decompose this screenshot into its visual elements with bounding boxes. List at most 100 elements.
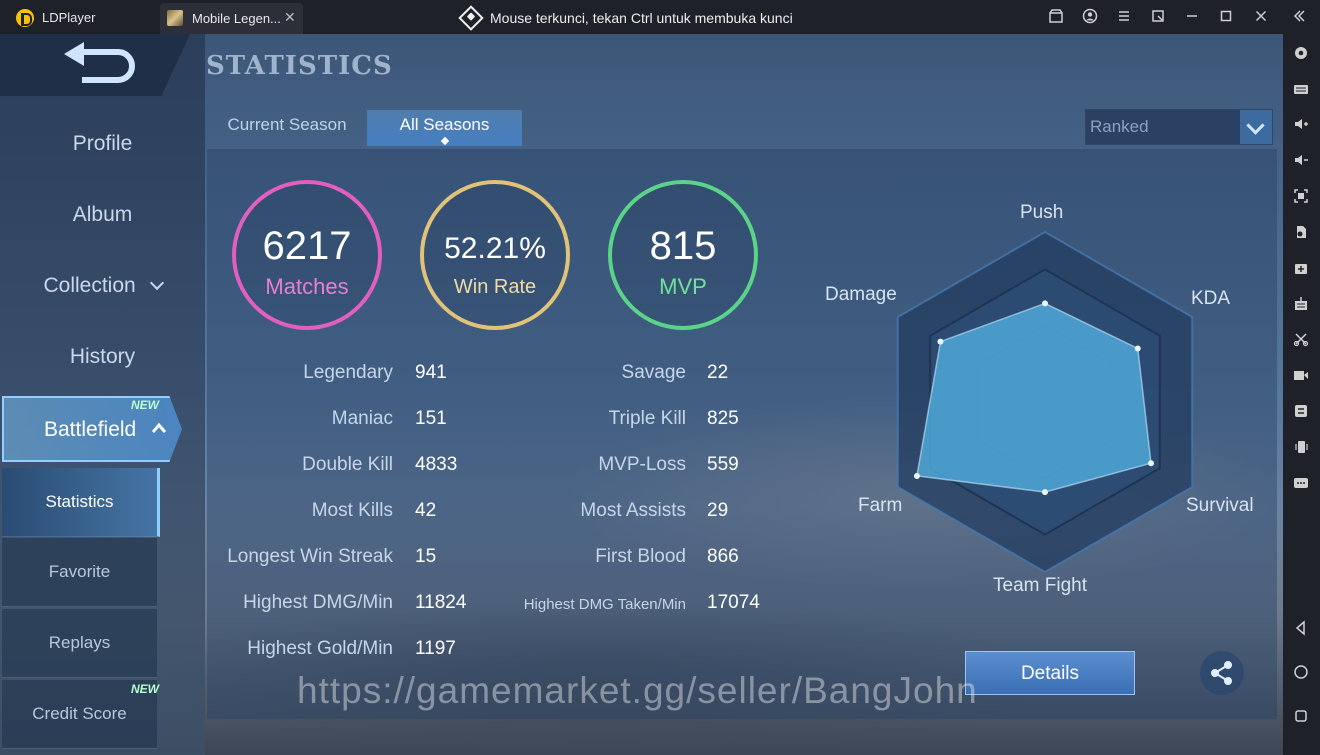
back-icon[interactable] xyxy=(1292,620,1310,638)
sub-nav-statistics-label: Statistics xyxy=(45,492,114,511)
menu-icon[interactable] xyxy=(1115,8,1133,26)
home-icon[interactable] xyxy=(1292,664,1310,682)
nav-profile[interactable]: Profile xyxy=(72,132,133,155)
stat-label: Most Kills xyxy=(311,500,393,521)
keyboard-icon[interactable] xyxy=(1292,81,1310,99)
maximize-icon[interactable] xyxy=(1217,8,1235,26)
sub-nav-statistics[interactable]: Statistics xyxy=(2,468,160,537)
new-badge: NEW xyxy=(131,682,159,696)
multi-instance-icon[interactable] xyxy=(1292,260,1310,278)
stat-value: 22 xyxy=(707,362,729,383)
game-tab-icon xyxy=(167,10,183,26)
watermark-text: https://gamemarket.gg/seller/BangJohn xyxy=(297,670,978,711)
settings-icon[interactable] xyxy=(1292,45,1310,63)
sub-nav-favorite[interactable]: Favorite xyxy=(2,538,157,607)
mouse-lock-text: Mouse terkunci, tekan Ctrl untuk membuka… xyxy=(490,10,793,26)
account-icon[interactable] xyxy=(1081,8,1099,26)
sub-nav-credit-score[interactable]: Credit Score xyxy=(2,680,157,749)
stat-value: 15 xyxy=(415,546,437,567)
stat-value: 11824 xyxy=(415,592,467,613)
sub-nav-credit-score-label: Credit Score xyxy=(32,704,127,723)
radar-point-farm xyxy=(913,472,920,479)
game-screen: Profile Album Collection History Battlef… xyxy=(0,34,1283,755)
shake-icon[interactable] xyxy=(1292,439,1310,457)
chevron-down-icon xyxy=(149,275,164,291)
radar-point-survival xyxy=(1148,460,1155,467)
details-button[interactable]: Details xyxy=(965,651,1135,695)
add-apk-icon[interactable] xyxy=(1292,224,1310,242)
recents-icon[interactable] xyxy=(1292,708,1310,726)
nav-battlefield[interactable]: Battlefield xyxy=(2,396,182,462)
restore-icon[interactable] xyxy=(1149,8,1167,26)
matches-value: 6217 xyxy=(262,224,352,268)
tab-all-seasons[interactable]: All Seasons xyxy=(367,110,522,146)
stat-label: Highest Gold/Min xyxy=(247,638,393,659)
nav-battlefield-label: Battlefield xyxy=(44,418,137,441)
collapse-icon[interactable] xyxy=(1290,8,1308,26)
volume-up-icon[interactable] xyxy=(1292,116,1310,134)
radar-point-push xyxy=(1042,300,1048,307)
game-tab[interactable]: Mobile Legen... ✕ xyxy=(160,3,303,34)
mvp-label: MVP xyxy=(659,274,707,299)
radar-label-kda: KDA xyxy=(1191,288,1231,309)
radar-label-team-fight: Team Fight xyxy=(993,575,1087,596)
stat-label: Double Kill xyxy=(302,454,393,475)
emulator-titlebar: LDPlayer Mobile Legen... ✕ Mouse terkunc… xyxy=(0,0,1320,34)
radar-point-team-fight xyxy=(1042,489,1048,496)
background-mountains xyxy=(150,594,1050,755)
left-nav-panel: Profile Album Collection History Battlef… xyxy=(0,34,205,755)
sync-icon[interactable] xyxy=(1292,403,1310,421)
mvp-value: 815 xyxy=(649,224,717,268)
video-record-icon[interactable] xyxy=(1292,367,1310,385)
stat-value: 29 xyxy=(707,500,729,521)
share-button[interactable] xyxy=(1200,651,1244,695)
new-badge: NEW xyxy=(131,398,159,412)
stat-label: Highest DMG/Min xyxy=(243,592,393,613)
radar-point-damage xyxy=(937,338,944,345)
stat-label: Longest Win Streak xyxy=(227,546,393,567)
mode-select[interactable]: Ranked xyxy=(1085,109,1273,145)
tab-current-season[interactable]: Current Season xyxy=(227,115,347,134)
radar-chart xyxy=(896,230,1194,574)
page-title: STATISTICS xyxy=(206,51,393,81)
win-rate-label: Win Rate xyxy=(453,276,537,298)
stat-label: Highest DMG Taken/Min xyxy=(523,596,686,613)
stat-label: MVP-Loss xyxy=(598,454,686,475)
chevron-down-icon xyxy=(1240,110,1272,144)
radar-point-kda xyxy=(1134,345,1141,352)
win-rate-ring: 52.21% Win Rate xyxy=(420,180,570,330)
stat-value: 1197 xyxy=(415,638,456,659)
close-icon[interactable] xyxy=(1252,8,1270,26)
tab-close-icon[interactable]: ✕ xyxy=(284,9,296,25)
matches-label: Matches xyxy=(265,274,349,299)
sub-nav-favorite-label: Favorite xyxy=(48,562,111,581)
fullscreen-icon[interactable] xyxy=(1292,188,1310,206)
back-button[interactable] xyxy=(0,34,190,96)
win-rate-value: 52.21% xyxy=(444,232,546,265)
mouse-lock-icon xyxy=(458,5,484,31)
scissors-icon[interactable] xyxy=(1292,331,1310,349)
stat-value: 151 xyxy=(415,408,447,429)
stat-value: 17074 xyxy=(707,592,760,613)
stat-value: 4833 xyxy=(415,454,458,475)
stat-label: Savage xyxy=(621,362,686,383)
nav-album[interactable]: Album xyxy=(72,203,133,226)
share-icon xyxy=(1211,661,1232,685)
sub-nav-replays[interactable]: Replays xyxy=(2,609,157,678)
operation-record-icon[interactable] xyxy=(1292,296,1310,314)
stat-label: Maniac xyxy=(331,408,393,429)
chevron-up-icon xyxy=(151,420,167,438)
volume-down-icon[interactable] xyxy=(1292,152,1310,170)
nav-history[interactable]: History xyxy=(69,345,136,368)
minimize-icon[interactable] xyxy=(1183,8,1201,26)
stat-label: Legendary xyxy=(303,362,393,383)
mouse-lock-message: Mouse terkunci, tekan Ctrl untuk membuka… xyxy=(458,5,793,31)
radar-label-survival: Survival xyxy=(1186,495,1254,516)
nav-collection[interactable]: Collection xyxy=(0,274,205,298)
more-icon[interactable] xyxy=(1292,475,1310,493)
ldplayer-logo-icon xyxy=(16,9,34,27)
store-icon[interactable] xyxy=(1047,8,1065,26)
emulator-sidebar xyxy=(1283,34,1320,755)
stat-value: 866 xyxy=(707,546,739,567)
stat-value: 941 xyxy=(415,362,447,383)
